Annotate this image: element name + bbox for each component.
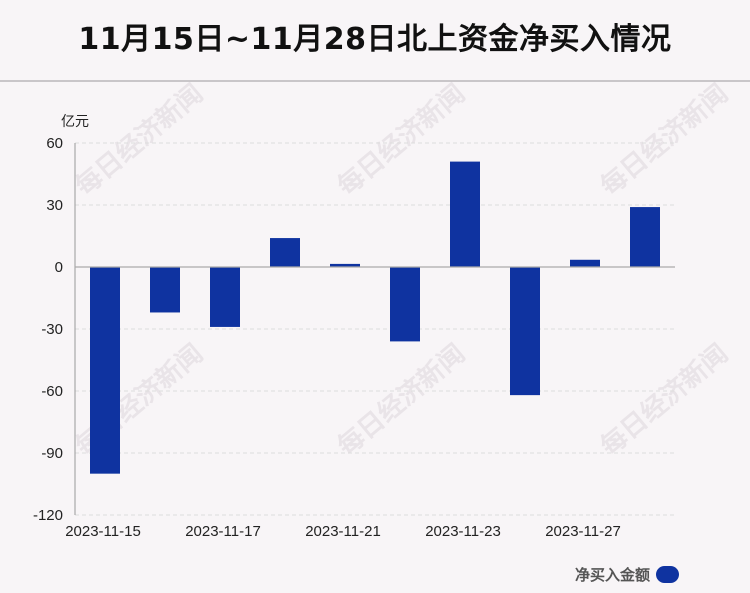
bar bbox=[570, 259, 600, 267]
bar bbox=[90, 267, 120, 474]
x-tick-label: 2023-11-17 bbox=[185, 523, 261, 540]
bar bbox=[330, 263, 360, 267]
bar bbox=[210, 267, 240, 327]
bar bbox=[450, 161, 480, 267]
y-tick-label: -120 bbox=[33, 507, 63, 524]
y-tick-label: 0 bbox=[55, 259, 63, 276]
chart-title: 11月15日~11月28日北上资金净买入情况 bbox=[78, 22, 672, 57]
x-tick-label: 2023-11-15 bbox=[65, 523, 141, 540]
legend-swatch bbox=[656, 566, 680, 583]
x-tick-label: 2023-11-23 bbox=[425, 523, 501, 540]
bar bbox=[630, 207, 660, 267]
y-tick-label: 30 bbox=[46, 197, 63, 214]
legend: 净买入金额 bbox=[575, 564, 680, 585]
y-axis-unit: 亿元 bbox=[61, 114, 89, 130]
y-tick-label: -90 bbox=[41, 445, 63, 462]
x-tick-label: 2023-11-27 bbox=[545, 523, 621, 540]
y-tick-label: -60 bbox=[41, 383, 63, 400]
y-tick-label: -30 bbox=[41, 321, 63, 338]
x-tick-label: 2023-11-21 bbox=[305, 523, 381, 540]
legend-label: 净买入金额 bbox=[575, 566, 651, 584]
bar bbox=[510, 267, 540, 396]
bar bbox=[270, 238, 300, 267]
title-divider bbox=[0, 80, 750, 82]
bar bbox=[150, 267, 180, 313]
bar bbox=[390, 267, 420, 342]
y-tick-label: 60 bbox=[46, 135, 63, 152]
